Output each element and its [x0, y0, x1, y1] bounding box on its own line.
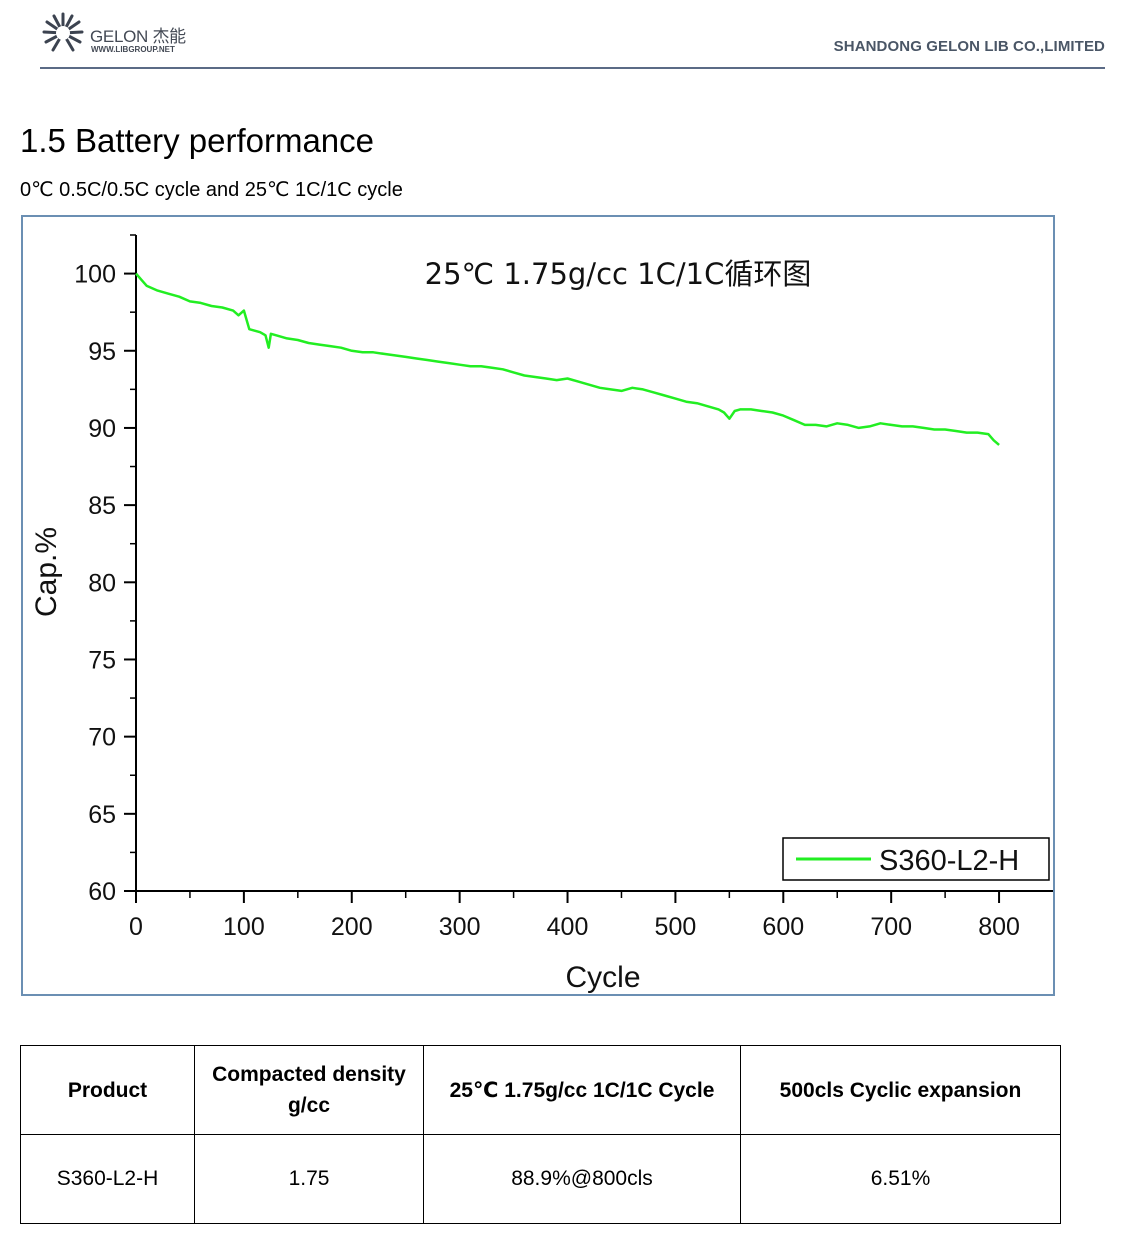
header-divider — [40, 67, 1105, 69]
y-tick-label: 65 — [88, 801, 116, 829]
header-cycle: 25℃ 1.75g/cc 1C/1C Cycle — [423, 1045, 741, 1135]
y-tick-label: 95 — [88, 338, 116, 366]
x-tick-label: 100 — [223, 913, 265, 941]
logo-url-text: WWW.LIBGROUP.NET — [91, 45, 175, 54]
chart-title: 25℃ 1.75g/cc 1C/1C循环图 — [425, 257, 812, 291]
x-tick-label: 500 — [655, 913, 697, 941]
x-tick-label: 300 — [439, 913, 481, 941]
x-axis-label: Cycle — [565, 961, 640, 994]
chart-legend: S360-L2-H — [782, 837, 1050, 881]
cell-density: 1.75 — [194, 1134, 424, 1224]
sunburst-logo-icon — [42, 12, 84, 52]
header-density: Compacted density g/cc — [194, 1045, 424, 1135]
chart-svg: 60 65 70 75 80 85 90 95 100 0 100 200 300 400 500 600 70… — [30, 234, 1053, 994]
company-logo: GELON 杰能 WWW.LIBGROUP.NET — [40, 10, 220, 60]
section-title: 1.5 Battery performance — [20, 122, 375, 159]
chart-ticks: 60 65 70 75 80 85 90 95 100 0 100 200 300 400 500 600 70… — [74, 234, 1020, 941]
y-tick-label: 100 — [74, 261, 116, 289]
legend-series-label: S360-L2-H — [879, 845, 1019, 877]
y-tick-label: 80 — [88, 569, 116, 597]
capacity-chart: 60 65 70 75 80 85 90 95 100 0 100 200 300 400 500 600 70… — [21, 215, 1055, 996]
company-name: SHANDONG GELON LIB CO.,LIMITED — [833, 38, 1105, 55]
chart-axes — [135, 235, 1053, 892]
section-subtitle: 0℃ 0.5C/0.5C cycle and 25℃ 1C/1C cycle — [20, 179, 403, 201]
x-tick-label: 600 — [762, 913, 804, 941]
spec-table: Product Compacted density g/cc 25℃ 1.75g… — [20, 1045, 1061, 1224]
cell-expansion: 6.51% — [740, 1134, 1061, 1224]
series-line-s360-l2-h — [135, 272, 1000, 446]
y-tick-label: 90 — [88, 415, 116, 443]
cell-product: S360-L2-H — [20, 1134, 195, 1224]
logo-brand-text: GELON 杰能 — [90, 27, 186, 46]
y-tick-label: 85 — [88, 492, 116, 520]
header-product: Product — [20, 1045, 195, 1135]
y-tick-label: 70 — [88, 724, 116, 752]
x-tick-label: 800 — [978, 913, 1020, 941]
y-axis-label: Cap.% — [30, 527, 63, 617]
y-tick-label: 75 — [88, 646, 116, 674]
x-tick-label: 400 — [547, 913, 589, 941]
x-tick-label: 700 — [870, 913, 912, 941]
x-tick-label: 200 — [331, 913, 373, 941]
chart-series — [135, 272, 1000, 446]
y-tick-label: 60 — [88, 878, 116, 906]
table-header-row: Product Compacted density g/cc 25℃ 1.75g… — [20, 1045, 1061, 1135]
x-tick-label: 0 — [129, 913, 143, 941]
table-row: S360-L2-H 1.75 88.9%@800cls 6.51% — [20, 1134, 1061, 1224]
header-expansion: 500cls Cyclic expansion — [740, 1045, 1061, 1135]
cell-cycle: 88.9%@800cls — [423, 1134, 741, 1224]
